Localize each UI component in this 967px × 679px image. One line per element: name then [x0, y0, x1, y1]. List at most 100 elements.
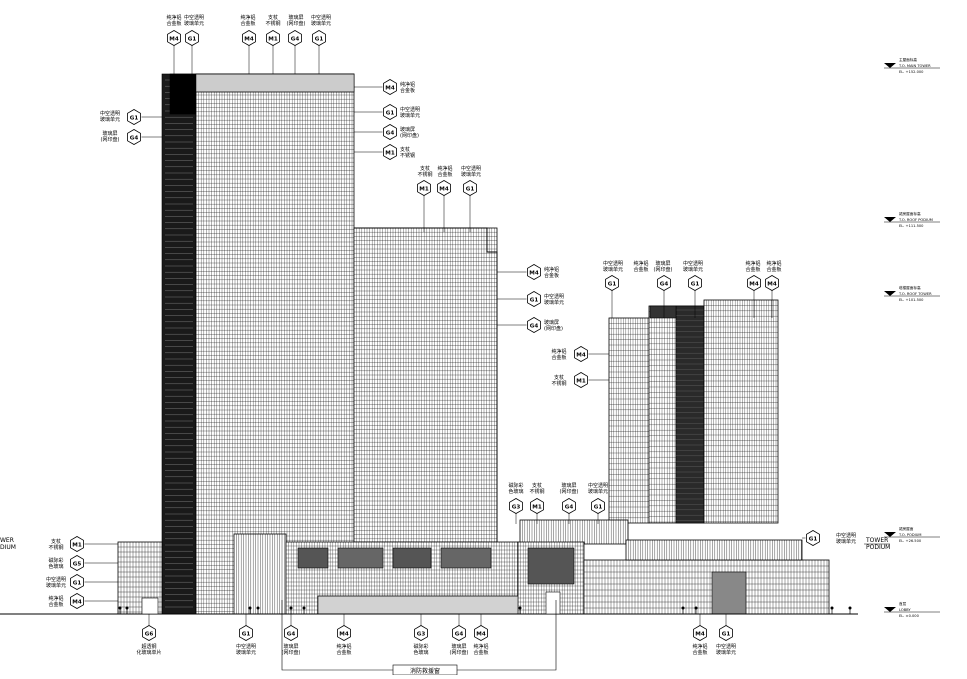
tag-text: G1: [722, 631, 731, 637]
tag-hexagon: [657, 275, 671, 291]
tag-g5: G5: [70, 555, 84, 571]
tag-g4: G4: [452, 625, 466, 641]
misc-annotations: 消防救援窗 TOWER PODIUM WER DIUM: [0, 537, 890, 676]
tag-text: G1: [466, 186, 475, 192]
material-label-line: 色玻璃: [413, 649, 428, 656]
mid-tower-facade: [353, 227, 498, 543]
main-tower-crown: [195, 73, 355, 93]
material-label-line: 玻璃屏: [655, 260, 670, 267]
tag-hexagon: [266, 30, 280, 46]
tag-hexagon: [239, 625, 253, 641]
tower-podium-line: PODIUM: [866, 544, 890, 551]
material-label-line: 玻璃单元: [236, 649, 256, 656]
label-rt-hollow-2: 中空透明玻璃单元: [683, 260, 703, 273]
person-mark: [518, 606, 522, 610]
tag-text: M4: [385, 85, 395, 91]
material-label-line: 超透钢: [141, 643, 156, 650]
level-elev: EL. +101.500: [899, 298, 924, 302]
level-marker: 首层 LOBBY EL. ±0.000: [884, 601, 940, 618]
tag-hexagon: [167, 30, 181, 46]
label-podium-top-hollow_glass: 中空透明玻璃单元: [588, 482, 608, 495]
tag-hexagon: [605, 275, 619, 291]
tag-m4: M4: [70, 593, 84, 609]
level-elev: EL. ±0.000: [899, 614, 920, 618]
material-label-line: 合金板: [437, 171, 452, 178]
material-label-line: 玻璃单元: [588, 488, 608, 495]
material-label-line: 玻璃屏: [544, 319, 559, 326]
material-label-line: 中空透明: [544, 293, 564, 300]
tag-g1: G1: [527, 291, 541, 307]
material-label-line: 合金板: [240, 20, 255, 27]
material-label-line: 磁际彩: [413, 643, 428, 650]
tag-hexagon: [747, 275, 761, 291]
material-tags: M4 G1 M4 M1 G4 G1 M4 G1 G4 M1 G1 G4 M1 M4 G1 M4 G1 G4 G1 G4…: [70, 30, 820, 641]
level-title: 裙房屋面: [899, 526, 914, 531]
tag-hexagon: [417, 180, 431, 196]
tag-hexagon: [437, 180, 451, 196]
material-label-line: 纯净铝: [551, 348, 566, 355]
tag-text: M1: [419, 186, 429, 192]
level-sub: T.O. ROOF PODIUM: [898, 218, 933, 222]
material-label-line: 中空透明: [683, 260, 703, 267]
tag-g1: G1: [463, 180, 477, 196]
tag-hexagon: [284, 625, 298, 641]
podium-left-facade: [117, 541, 163, 615]
tag-hexagon: [719, 625, 733, 641]
tag-hexagon: [474, 625, 488, 641]
material-label-line: 中空透明: [100, 110, 120, 117]
right-tower-left-facade: [608, 317, 650, 524]
tag-g1: G1: [312, 30, 326, 46]
tag-g4: G4: [284, 625, 298, 641]
material-label-line: 纯净铝: [766, 260, 781, 267]
person-mark: [125, 606, 129, 610]
tag-hexagon: [337, 625, 351, 641]
tower-podium-label-left: WER DIUM: [0, 537, 16, 551]
level-marker: 裙房屋面标高 T.O. ROOF PODIUM EL. +111.500: [884, 211, 940, 228]
tag-m1: M1: [383, 144, 397, 160]
person-mark: [289, 606, 293, 610]
level-marker: 裙房屋面 T.O. PODIUM EL. +26.500: [884, 526, 940, 543]
label-podium-left-hollow_glass: 中空透明玻璃单元: [46, 576, 66, 589]
material-label-line: 纯净铝: [473, 643, 488, 650]
tag-text: G4: [530, 323, 539, 329]
label-bottom-frit_glass: 玻璃屏(网印盘): [450, 643, 469, 656]
tag-g1: G1: [605, 275, 619, 291]
tag-hexagon: [693, 625, 707, 641]
level-title: 塔楼屋面标高: [899, 285, 921, 290]
tag-hexagon: [185, 30, 199, 46]
label-bottom-hollow_glass: 中空透明玻璃单元: [236, 643, 256, 656]
material-label-line: 合金板: [551, 354, 566, 361]
label-bottom-frit_glass: 玻璃屏(网印盘): [282, 643, 301, 656]
material-label-line: 支杖: [554, 374, 564, 381]
tag-hexagon: [452, 625, 466, 641]
tag-text: G4: [455, 631, 464, 637]
podium-upper-facade: [519, 519, 629, 545]
tag-hexagon: [530, 498, 544, 514]
material-label-line: 玻璃单元: [683, 266, 703, 273]
tag-g1: G1: [70, 574, 84, 590]
leader-lines: [84, 45, 806, 626]
material-label-line: 合金板: [544, 272, 559, 279]
material-label-line: 纯净铝: [240, 14, 255, 21]
tag-g1: G1: [127, 109, 141, 125]
mid-tower-outline: [354, 227, 498, 542]
material-label-line: (网印盘): [544, 325, 563, 332]
tag-hexagon: [383, 79, 397, 95]
entrance-center: [545, 591, 561, 615]
podium-dark-panel-4: [440, 547, 492, 569]
tag-g4: G4: [127, 129, 141, 145]
material-label-line: 合金板: [633, 266, 648, 273]
material-label-line: 不锈钢: [529, 488, 544, 495]
tag-g4: G4: [657, 275, 671, 291]
tag-g3: G3: [414, 625, 428, 641]
tag-text: G1: [315, 36, 324, 42]
tag-text: G1: [809, 536, 818, 542]
material-label-line: 纯净铝: [336, 643, 351, 650]
tag-text: M4: [169, 36, 179, 42]
tag-hexagon: [527, 264, 541, 280]
material-label-line: 色玻璃: [508, 488, 523, 495]
label-rt-al-1: 纯净铝合金板: [633, 260, 648, 273]
label-rt-left-steel_bar: 支杖不锈钢: [551, 374, 566, 387]
podium-dark-panel-3: [392, 547, 432, 569]
right-tower-top-dark: [649, 305, 677, 319]
